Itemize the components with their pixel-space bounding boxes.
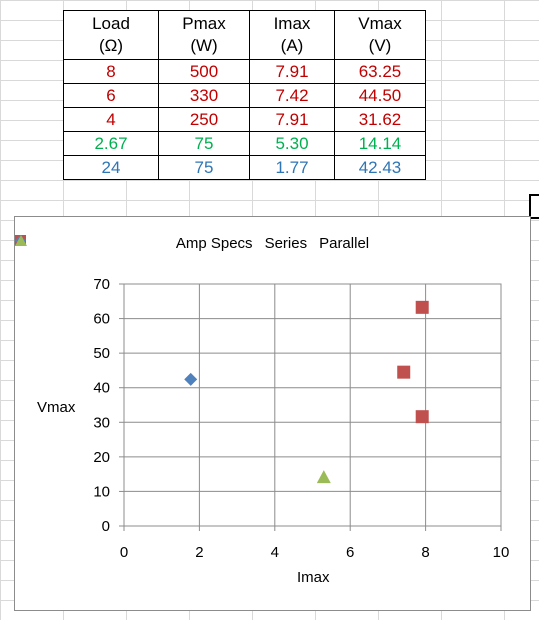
scatter-chart[interactable]: Amp Specs Series Parallel 0 10 20 30 40 50 60 7… (14, 216, 531, 611)
table-cell[interactable]: 75 (158, 155, 250, 180)
table-row: 8 500 7.91 63.25 (63, 59, 426, 84)
x-tick-label: 8 (421, 544, 429, 561)
table-cell[interactable]: 1.77 (249, 155, 335, 180)
amp-specs-point (397, 365, 411, 379)
y-tick-label: 70 (93, 276, 110, 293)
y-tick-label: 30 (93, 414, 110, 431)
y-tick-label: 40 (93, 380, 110, 397)
table-cell[interactable]: 5.30 (249, 131, 335, 156)
table-cell[interactable]: 75 (158, 131, 250, 156)
y-axis-title: Vmax (37, 399, 76, 416)
table-cell[interactable]: 4 (63, 107, 159, 132)
legend-item-parallel: Parallel (15, 235, 370, 252)
legend-label: Amp Specs (175, 235, 253, 252)
table-cell[interactable]: 42.43 (334, 155, 426, 180)
table-cell[interactable]: 7.91 (249, 59, 335, 84)
amp-specs-point (415, 410, 429, 424)
plot-border (123, 283, 502, 527)
header-line1: Load (92, 14, 130, 33)
amp-specs-point (415, 300, 429, 314)
legend-label: Parallel (319, 235, 370, 252)
header-imax[interactable]: Imax (A) (249, 10, 335, 60)
table-cell[interactable]: 330 (158, 83, 250, 108)
table-row: 2.67 75 5.30 14.14 (63, 131, 426, 156)
header-line2: (W) (190, 36, 218, 55)
header-line1: Imax (273, 14, 311, 33)
amp-specs-table: Load (Ω) Pmax (W) Imax (A) Vmax (V) 8 500 7.91… (63, 10, 426, 180)
x-tick-label: 10 (493, 544, 510, 561)
legend-label: Series (264, 235, 308, 252)
table-header-row: Load (Ω) Pmax (W) Imax (A) Vmax (V) (63, 10, 426, 60)
y-tick-label: 50 (93, 345, 110, 362)
plot-area: 0 10 20 30 40 50 60 70 0 2 4 6 8 10 (93, 276, 510, 561)
parallel-point (316, 470, 331, 484)
table-cell[interactable]: 31.62 (334, 107, 426, 132)
y-tick-label: 0 (102, 518, 110, 535)
y-tick-label: 60 (93, 311, 110, 328)
table-cell[interactable]: 7.91 (249, 107, 335, 132)
header-line2: (Ω) (98, 36, 124, 55)
x-tick-label: 6 (346, 544, 354, 561)
table-cell[interactable]: 44.50 (334, 83, 426, 108)
x-tick-label: 2 (195, 544, 203, 561)
table-cell[interactable]: 8 (63, 59, 159, 84)
header-line1: Pmax (182, 14, 226, 33)
triangle-marker-icon (15, 235, 27, 246)
header-pmax[interactable]: Pmax (W) (158, 10, 250, 60)
y-tick-label: 10 (93, 483, 110, 500)
y-tick-label: 20 (93, 449, 110, 466)
table-cell[interactable]: 6 (63, 83, 159, 108)
table-cell[interactable]: 63.25 (334, 59, 426, 84)
table-cell[interactable]: 24 (63, 155, 159, 180)
chart-legend: Amp Specs Series Parallel (15, 235, 530, 252)
header-line2: (A) (280, 36, 304, 55)
table-cell[interactable]: 2.67 (63, 131, 159, 156)
series-point (184, 372, 198, 386)
x-tick-label: 0 (120, 544, 128, 561)
table-row: 24 75 1.77 42.43 (63, 155, 426, 180)
x-tick-label: 4 (271, 544, 279, 561)
header-line2: (V) (368, 36, 392, 55)
table-cell[interactable]: 14.14 (334, 131, 426, 156)
table-cell[interactable]: 250 (158, 107, 250, 132)
header-line1: Vmax (358, 14, 402, 33)
table-cell[interactable]: 500 (158, 59, 250, 84)
table-row: 4 250 7.91 31.62 (63, 107, 426, 132)
x-axis-title: Imax (297, 569, 330, 586)
selected-cell[interactable] (529, 194, 539, 219)
header-load[interactable]: Load (Ω) (63, 10, 159, 60)
table-cell[interactable]: 7.42 (249, 83, 335, 108)
header-vmax[interactable]: Vmax (V) (334, 10, 426, 60)
table-row: 6 330 7.42 44.50 (63, 83, 426, 108)
